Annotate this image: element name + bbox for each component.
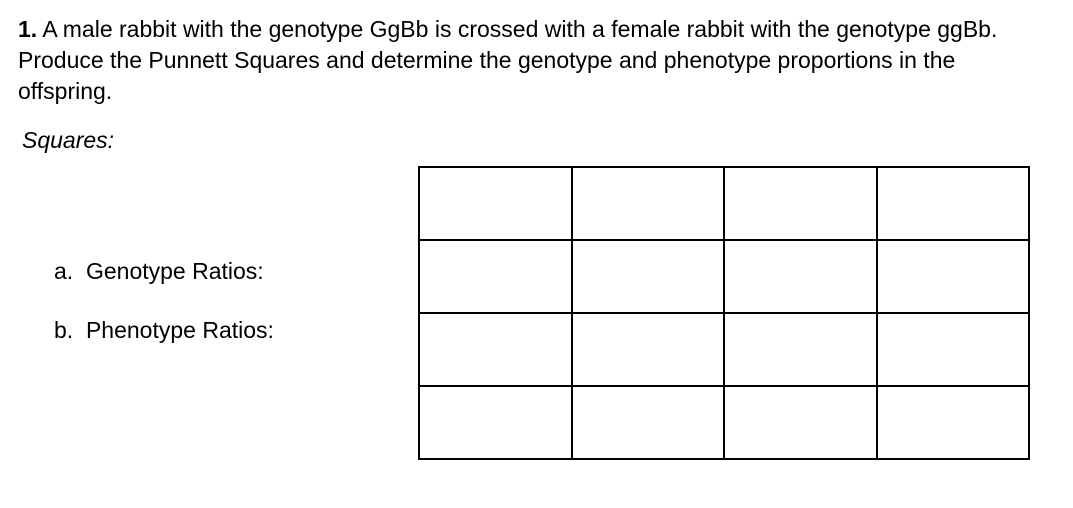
phenotype-ratio-label: Phenotype Ratios: (86, 317, 274, 343)
punnett-cell (724, 386, 877, 459)
punnett-table-wrap (398, 166, 1055, 460)
punnett-cell (572, 167, 725, 240)
punnett-cell (877, 240, 1030, 313)
punnett-cell (572, 313, 725, 386)
question-number: 1. (18, 16, 37, 42)
table-row (419, 313, 1029, 386)
sub-letter-b: b. (54, 317, 73, 343)
punnett-cell (572, 240, 725, 313)
genotype-ratio-label: Genotype Ratios: (86, 258, 264, 284)
punnett-cell (419, 240, 572, 313)
punnett-cell (572, 386, 725, 459)
punnett-cell (877, 167, 1030, 240)
genotype-ratio-line: a. Genotype Ratios: (54, 256, 398, 287)
phenotype-ratio-line: b. Phenotype Ratios: (54, 315, 398, 346)
lower-section: a. Genotype Ratios: b. Phenotype Ratios: (18, 166, 1055, 460)
punnett-cell (724, 313, 877, 386)
ratios-block: a. Genotype Ratios: b. Phenotype Ratios: (18, 166, 398, 374)
question-text: A male rabbit with the genotype GgBb is … (18, 16, 997, 104)
punnett-cell (419, 313, 572, 386)
punnett-cell (419, 386, 572, 459)
punnett-cell (724, 240, 877, 313)
sub-letter-a: a. (54, 258, 73, 284)
table-row (419, 167, 1029, 240)
punnett-cell (877, 386, 1030, 459)
punnett-cell (877, 313, 1030, 386)
table-row (419, 240, 1029, 313)
punnett-square-table (418, 166, 1030, 460)
table-row (419, 386, 1029, 459)
squares-label: Squares: (22, 125, 1055, 156)
punnett-cell (419, 167, 572, 240)
question-block: 1. A male rabbit with the genotype GgBb … (18, 14, 1055, 107)
punnett-cell (724, 167, 877, 240)
